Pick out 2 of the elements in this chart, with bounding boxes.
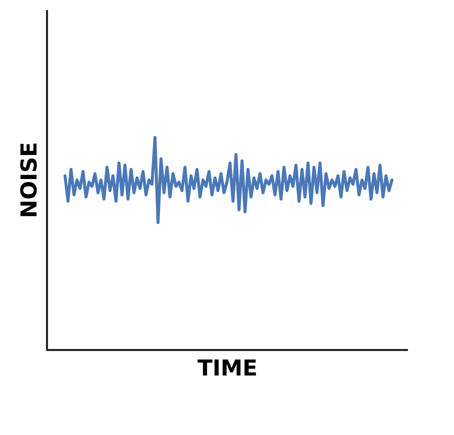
y-axis-title: NOISE: [18, 142, 43, 218]
x-axis-title: TIME: [197, 356, 258, 382]
